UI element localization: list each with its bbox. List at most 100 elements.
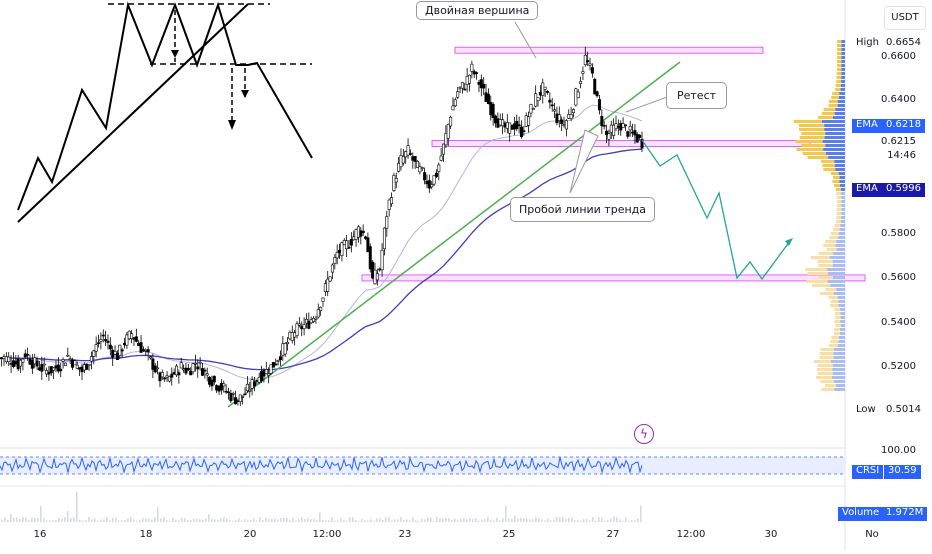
price-zones[interactable] [362, 47, 865, 281]
candle-body [244, 394, 246, 395]
volume-profile-bar [825, 240, 836, 243]
volume-bar [439, 518, 441, 522]
volume-profile-bar [826, 248, 836, 251]
volume-profile-bar [837, 248, 845, 251]
candle-body [412, 157, 414, 161]
volume-profile-bar [825, 136, 845, 139]
volume-profile-bar [836, 288, 845, 291]
volume-bar [217, 520, 219, 522]
volume-bar [523, 518, 525, 522]
volume-profile-bar [835, 168, 845, 171]
volume-bar [82, 521, 84, 522]
volume-profile-bar [816, 376, 832, 379]
lightning-icon[interactable]: ϟ [634, 424, 654, 444]
price-zone[interactable] [362, 275, 865, 281]
price-zone[interactable] [455, 47, 763, 53]
volume-bar [130, 517, 132, 522]
candle-body [69, 359, 71, 360]
volume-bar [211, 519, 213, 522]
ema-fast-label: EMA [852, 119, 882, 133]
candle-body [272, 362, 274, 367]
low-value: 0.5014 [882, 404, 925, 418]
candle-body [338, 250, 340, 252]
time-tick: 27 [607, 529, 620, 540]
candle-body [350, 239, 352, 245]
volume-profile-bar [837, 204, 842, 207]
candle-body [263, 370, 265, 376]
volume-bar [178, 520, 180, 522]
volume-profile-bar [829, 100, 838, 103]
candle-body [456, 92, 458, 98]
candle-body [501, 120, 503, 126]
volume-profile-bar [840, 176, 845, 179]
candle-body [130, 334, 132, 339]
volume-profile-bar [837, 196, 842, 199]
volume-bar [259, 517, 261, 522]
pattern-sketch [18, 4, 312, 222]
volume-bar [364, 520, 366, 522]
candle-body [315, 318, 317, 319]
volume-profile-bar [828, 272, 845, 275]
candle-body [395, 178, 397, 182]
volume-bar [331, 517, 333, 522]
candle-body [471, 64, 473, 71]
volume-profile-bar [830, 340, 838, 343]
crsi-value: 30.59 [884, 465, 921, 479]
candle-body [523, 131, 525, 132]
candle-body [367, 238, 369, 252]
candle-body [409, 153, 411, 154]
volume-profile-bar [837, 72, 842, 75]
candle-body [173, 372, 175, 374]
volume-profile-bar [838, 100, 845, 103]
candle-body [237, 401, 239, 402]
volume-bar [70, 518, 72, 522]
volume-bar [631, 520, 633, 522]
volume-profile-bar [841, 208, 845, 211]
volume-bar [256, 521, 258, 522]
volume-bar [589, 521, 591, 522]
volume-profile-bar [831, 172, 839, 175]
volume-bar [169, 521, 171, 522]
volume-profile-bar [807, 280, 828, 283]
volume-profile-bar [820, 348, 833, 351]
volume-bar [319, 512, 321, 522]
price-zone[interactable] [432, 141, 810, 147]
candle-body [544, 87, 546, 89]
candle-body [270, 365, 272, 374]
volume-profile-bar [841, 204, 845, 207]
candle-body [553, 110, 555, 111]
price-tick: 0.6600 [856, 51, 916, 62]
candle-body [438, 165, 440, 172]
volume-bar [367, 521, 369, 522]
volume-profile-bar [841, 76, 845, 79]
volume-bar [604, 521, 606, 522]
volume-profile-bar [833, 176, 840, 179]
volume-profile-bar [823, 244, 835, 247]
volume-profile-bar [838, 304, 845, 307]
volume-profile-bar [824, 108, 836, 111]
currency-button[interactable]: USDT [884, 6, 926, 30]
volume-bar [553, 520, 555, 522]
candle-body [126, 335, 128, 345]
arrow-down-icon [228, 120, 236, 130]
volume-bar [427, 518, 429, 522]
volume-profile-bar [807, 272, 828, 275]
volume-profile-bar [799, 124, 824, 127]
volume-bar [253, 518, 255, 522]
volume-bar [379, 518, 381, 522]
volume-bar [619, 519, 621, 522]
candle-body [185, 368, 187, 373]
volume-bar [232, 521, 234, 522]
candle-body [480, 80, 482, 88]
volume-profile-bar [794, 120, 822, 123]
volume-profile-bar [807, 156, 828, 159]
candle-body [584, 55, 586, 64]
trendline[interactable] [228, 62, 680, 407]
volume-bar [391, 520, 393, 522]
candle-body [565, 120, 567, 129]
candle-body [182, 369, 184, 370]
volume-profile-bar [840, 320, 845, 323]
candle-body [353, 237, 355, 240]
volume-profile-bar [834, 308, 840, 311]
